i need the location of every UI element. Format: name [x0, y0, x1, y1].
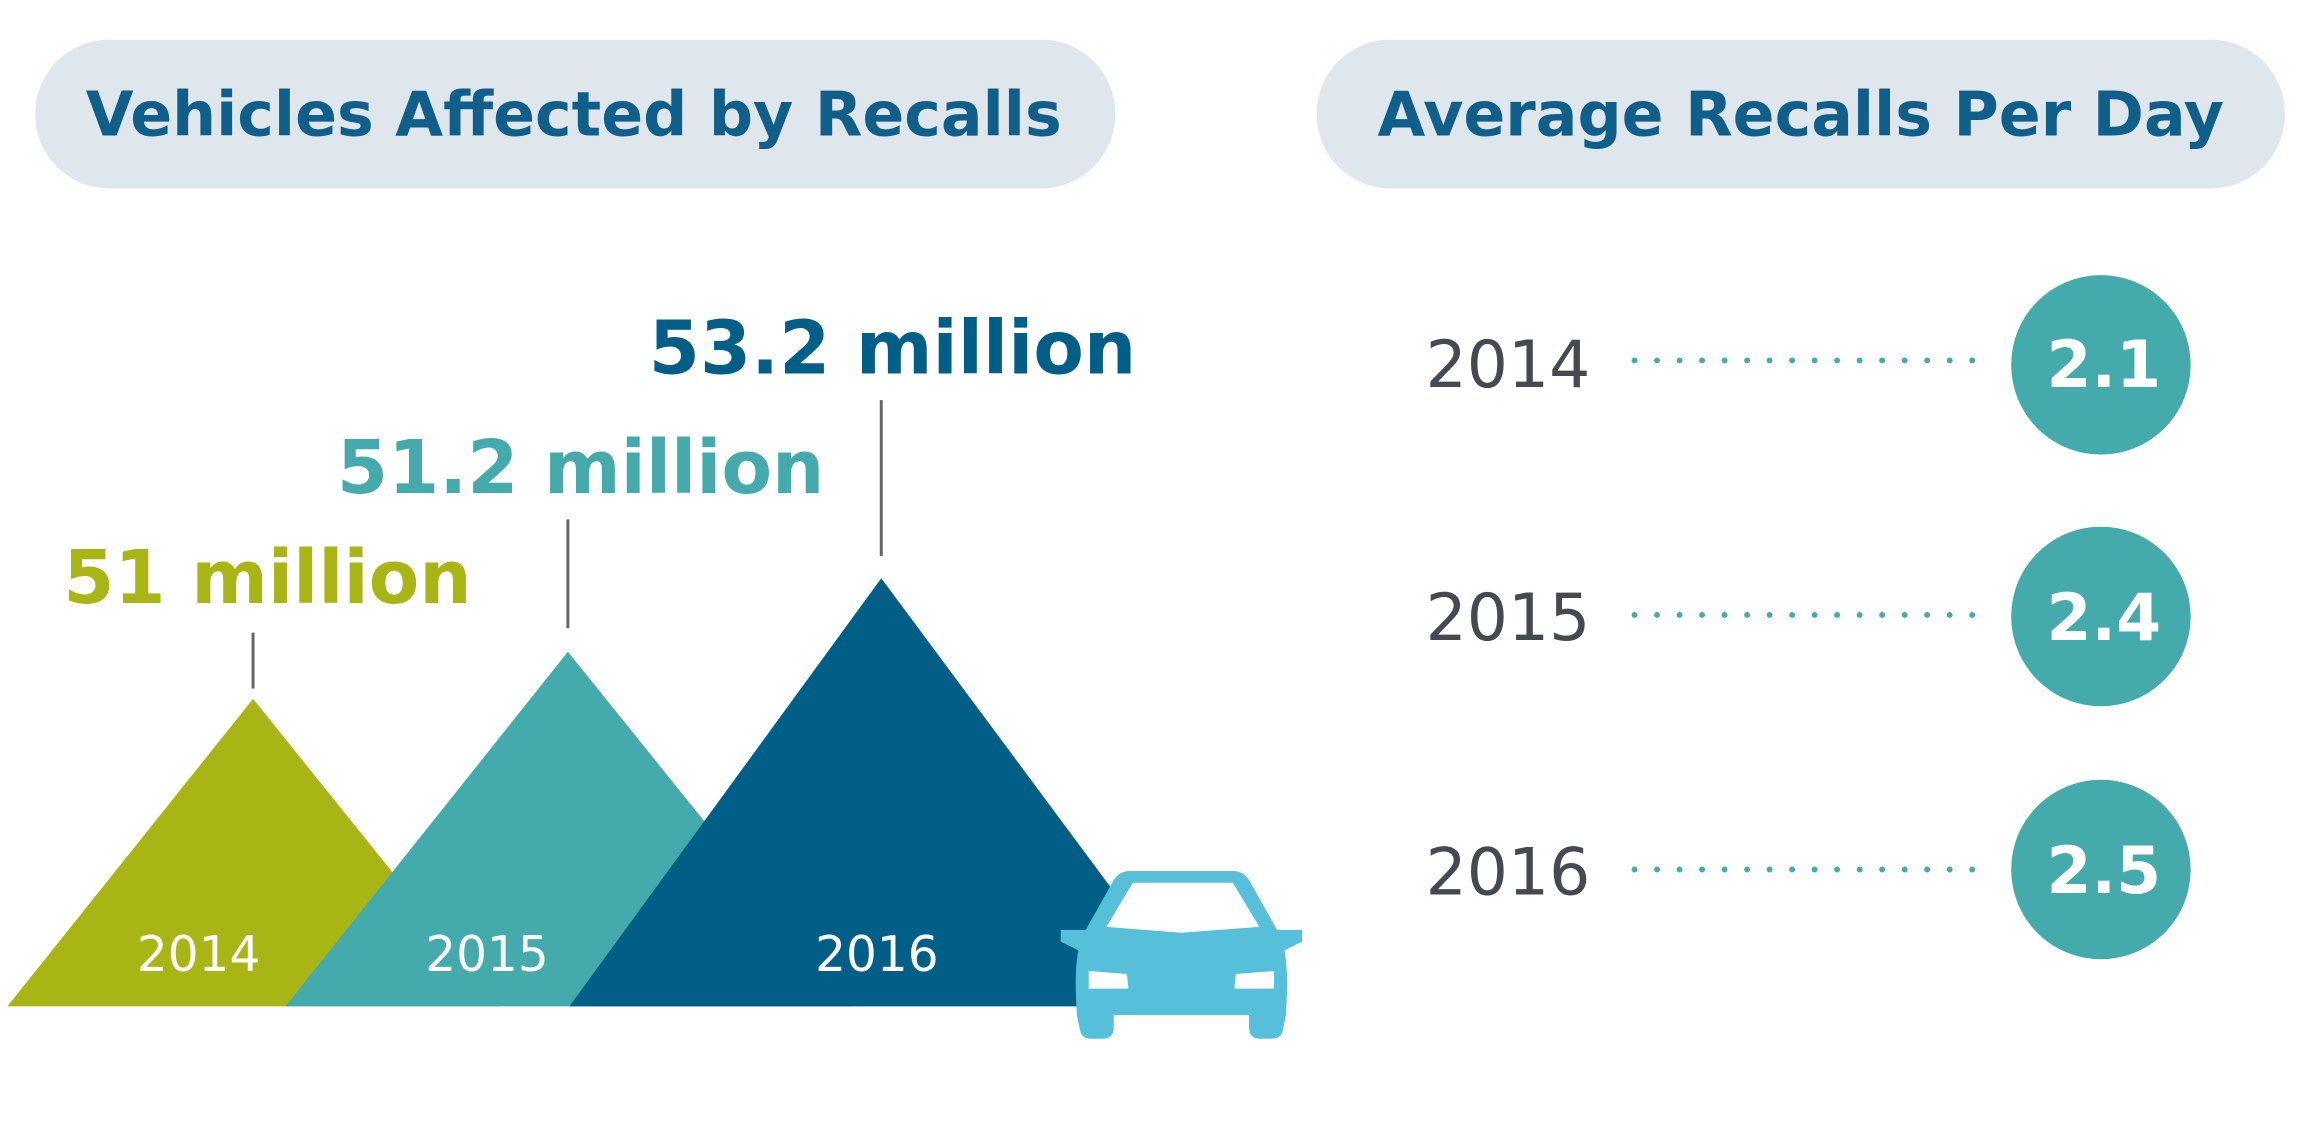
value-circle — [2011, 275, 2191, 455]
header-pill — [35, 39, 1116, 189]
unit: million — [191, 536, 471, 621]
left-title: Vehicles Affected by Recalls — [86, 78, 1062, 150]
row: 2015 2.4 — [1426, 526, 2191, 707]
value: 53.2 — [649, 307, 830, 392]
unit: million — [544, 426, 824, 511]
value-circle — [2011, 526, 2191, 707]
year-label: 2016 — [815, 927, 939, 983]
unit: million — [856, 307, 1136, 392]
value: 51 — [63, 536, 165, 621]
row: 2016 2.5 — [1426, 779, 2191, 960]
year-label: 2014 — [1426, 328, 1591, 403]
value-label: 51 million — [63, 536, 471, 621]
value-label: 2.1 — [2047, 328, 2162, 403]
value-circle — [2011, 779, 2191, 960]
right-title: Average Recalls Per Day — [1378, 78, 2225, 150]
value: 51.2 — [337, 426, 518, 511]
year-label: 2015 — [1426, 581, 1591, 656]
row: 2014 2.1 — [1426, 275, 2191, 455]
value-label: 2.5 — [2047, 834, 2162, 909]
value-label: 2.4 — [2047, 581, 2162, 656]
value-label: 51.2 million — [337, 426, 824, 511]
year-label: 2014 — [137, 927, 261, 983]
value-label: 53.2 million — [649, 307, 1136, 392]
mountain-2016 — [569, 578, 1200, 1007]
header-pill — [1316, 39, 2285, 189]
car-icon — [1060, 870, 1303, 1039]
year-label: 2016 — [1426, 836, 1591, 911]
year-label: 2015 — [425, 927, 549, 983]
